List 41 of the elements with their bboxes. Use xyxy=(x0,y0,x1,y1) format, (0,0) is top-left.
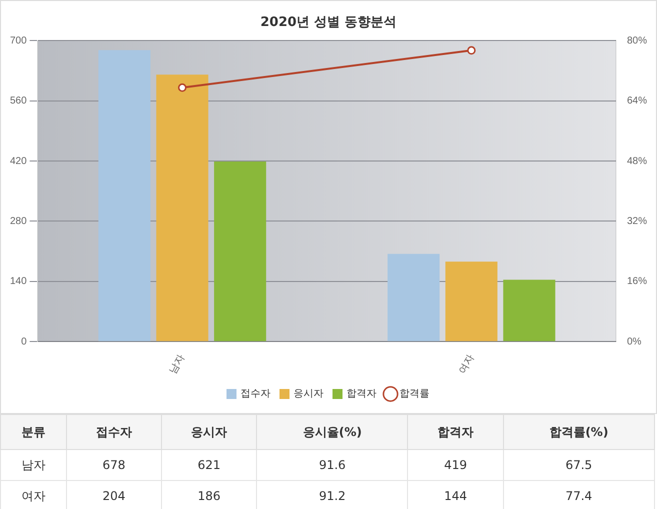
y2-tick-label: 64% xyxy=(626,96,648,107)
y-tick-label: 0 xyxy=(21,336,28,348)
y2-tick-label: 80% xyxy=(626,35,648,46)
y2-tick-label: 0% xyxy=(626,336,642,348)
legend-label: 합격자 xyxy=(346,388,376,400)
text: 응시자 xyxy=(162,414,257,450)
text: 응시율(%) xyxy=(256,414,408,450)
legend-label: 합격률 xyxy=(400,388,430,400)
chart-title: 2020년 성별 동향분석 xyxy=(260,15,397,30)
bar xyxy=(214,161,266,342)
category-label: 남자 xyxy=(0,450,66,480)
bar xyxy=(98,50,150,342)
y-tick-label: 140 xyxy=(10,276,28,288)
bar xyxy=(156,74,208,342)
legend-label: 접수자 xyxy=(240,388,270,400)
y-tick-label: 420 xyxy=(10,156,28,167)
bar xyxy=(388,254,440,342)
data-label: 186 xyxy=(162,480,257,509)
data-label: 91.6 xyxy=(256,450,408,480)
text: 합격자 xyxy=(408,414,504,450)
y-tick-label: 700 xyxy=(10,35,28,46)
text: 접수자 xyxy=(66,414,162,450)
data-label: 204 xyxy=(66,480,162,509)
y2-tick-label: 48% xyxy=(626,156,648,167)
data-label: 91.2 xyxy=(256,480,408,509)
legend-label: 응시자 xyxy=(294,388,324,400)
bar xyxy=(445,262,498,342)
text: 합격률(%) xyxy=(503,414,654,450)
data-label: 77.4 xyxy=(503,480,654,509)
data-label: 621 xyxy=(162,450,257,480)
text: 분류 xyxy=(0,414,66,450)
category-label: 여자 xyxy=(0,480,66,509)
y-tick-label: 280 xyxy=(10,216,28,227)
data-label: 419 xyxy=(408,450,504,480)
data-label: 67.5 xyxy=(503,450,654,480)
y-tick-label: 560 xyxy=(10,96,28,107)
data-label: 678 xyxy=(66,450,162,480)
y2-tick-label: 16% xyxy=(626,276,648,288)
y2-tick-label: 32% xyxy=(626,216,648,227)
data-label: 144 xyxy=(408,480,504,509)
bar xyxy=(503,280,556,342)
